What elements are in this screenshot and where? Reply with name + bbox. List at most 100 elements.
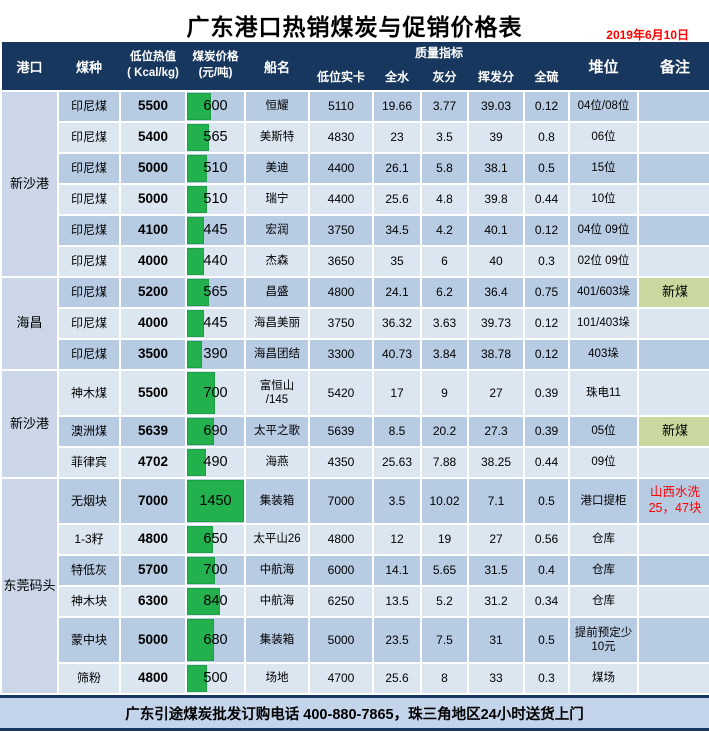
sulfur-cell: 0.39: [525, 417, 568, 446]
heat-value-cell: 3500: [121, 340, 185, 369]
moisture-cell: 26.1: [374, 154, 420, 183]
header-coal-price: 煤炭价格 (元/吨): [187, 42, 244, 90]
coal-type-cell: 印尼煤: [59, 247, 119, 276]
price-cell: 445: [187, 309, 244, 338]
ash-cell: 5.8: [422, 154, 467, 183]
remark-cell: 山西水洗 25，47块: [639, 479, 709, 523]
volatile-cell: 27: [469, 371, 523, 415]
price-value: 680: [203, 631, 228, 648]
header-heat-value-line2: ( Kcal/kg): [127, 67, 179, 79]
moisture-cell: 40.73: [374, 340, 420, 369]
ship-name-cell: 海燕: [246, 448, 308, 477]
ship-name-cell: 宏润: [246, 216, 308, 245]
remark-cell: [639, 587, 709, 616]
actual-kcal-cell: 6250: [310, 587, 372, 616]
price-cell: 510: [187, 154, 244, 183]
moisture-cell: 14.1: [374, 556, 420, 585]
price-bar: [187, 665, 207, 692]
port-section: 海昌 印尼煤 5200 565 昌盛 4800 24.1 6.2 36.4 0.75 401/603…: [2, 278, 709, 369]
remark-cell: [639, 448, 709, 477]
actual-kcal-cell: 4400: [310, 154, 372, 183]
heat-value-cell: 7000: [121, 479, 185, 523]
remark-cell: [639, 556, 709, 585]
stack-cell: 06位: [570, 123, 637, 152]
moisture-cell: 25.63: [374, 448, 420, 477]
port-section: 新沙港 印尼煤 5500 600 恒耀 5110 19.66 3.77 39.03 0.12 04位…: [2, 92, 709, 276]
ash-cell: 10.02: [422, 479, 467, 523]
stack-cell: 09位: [570, 448, 637, 477]
price-value: 600: [203, 98, 228, 115]
stack-cell: 101/403垛: [570, 309, 637, 338]
header-heat-value: 低位热值 ( Kcal/kg): [121, 42, 185, 90]
remark-cell: [639, 154, 709, 183]
volatile-cell: 27: [469, 525, 523, 554]
volatile-cell: 38.1: [469, 154, 523, 183]
sulfur-cell: 0.4: [525, 556, 568, 585]
ship-name-cell: 集装箱: [246, 618, 308, 662]
stack-cell: 仓库: [570, 525, 637, 554]
sulfur-cell: 0.44: [525, 448, 568, 477]
price-bar: [187, 279, 210, 306]
ship-name-cell: 太平山26: [246, 525, 308, 554]
moisture-cell: 34.5: [374, 216, 420, 245]
heat-value-cell: 4800: [121, 525, 185, 554]
port-cell: 东莞码头: [2, 479, 57, 693]
coal-type-cell: 神木块: [59, 587, 119, 616]
sulfur-cell: 0.5: [525, 618, 568, 662]
coal-type-cell: 印尼煤: [59, 216, 119, 245]
ship-name-cell: 美迪: [246, 154, 308, 183]
coal-type-cell: 1-3籽: [59, 525, 119, 554]
price-bar: [187, 449, 207, 476]
ship-name-cell: 海昌团结: [246, 340, 308, 369]
volatile-cell: 27.3: [469, 417, 523, 446]
sulfur-cell: 0.39: [525, 371, 568, 415]
remark-cell: [639, 618, 709, 662]
heat-value-cell: 4000: [121, 247, 185, 276]
moisture-cell: 23: [374, 123, 420, 152]
price-cell: 840: [187, 587, 244, 616]
price-cell: 565: [187, 123, 244, 152]
table-header: 港口 煤种 低位热值 ( Kcal/kg) 煤炭价格 (元/吨) 船名 质量指标…: [2, 42, 709, 90]
ash-cell: 6.2: [422, 278, 467, 307]
price-bar: [187, 124, 210, 151]
stack-cell: 05位: [570, 417, 637, 446]
price-bar: [187, 619, 214, 661]
price-cell: 680: [187, 618, 244, 662]
price-value: 565: [203, 284, 228, 301]
stack-cell: 403垛: [570, 340, 637, 369]
stack-cell: 04位 09位: [570, 216, 637, 245]
price-value: 440: [203, 253, 228, 270]
actual-kcal-cell: 4830: [310, 123, 372, 152]
price-bar: [187, 93, 211, 120]
heat-value-cell: 4100: [121, 216, 185, 245]
heat-value-cell: 5500: [121, 92, 185, 121]
coal-type-cell: 印尼煤: [59, 123, 119, 152]
actual-kcal-cell: 4400: [310, 185, 372, 214]
actual-kcal-cell: 4800: [310, 278, 372, 307]
price-cell: 390: [187, 340, 244, 369]
actual-kcal-cell: 4350: [310, 448, 372, 477]
actual-kcal-cell: 3650: [310, 247, 372, 276]
volatile-cell: 40.1: [469, 216, 523, 245]
ash-cell: 4.8: [422, 185, 467, 214]
ash-cell: 5.2: [422, 587, 467, 616]
moisture-cell: 17: [374, 371, 420, 415]
price-bar: [187, 480, 244, 522]
volatile-cell: 36.4: [469, 278, 523, 307]
ash-cell: 3.77: [422, 92, 467, 121]
ship-name-cell: 美斯特: [246, 123, 308, 152]
price-value: 510: [203, 160, 228, 177]
moisture-cell: 36.32: [374, 309, 420, 338]
actual-kcal-cell: 5000: [310, 618, 372, 662]
stack-cell: 04位/08位: [570, 92, 637, 121]
price-cell: 1450: [187, 479, 244, 523]
coal-type-cell: 澳洲煤: [59, 417, 119, 446]
price-cell: 500: [187, 664, 244, 693]
stack-cell: 提前预定少 10元: [570, 618, 637, 662]
heat-value-cell: 5000: [121, 154, 185, 183]
sulfur-cell: 0.12: [525, 340, 568, 369]
ship-name-cell: 富恒山 /145: [246, 371, 308, 415]
ash-cell: 4.2: [422, 216, 467, 245]
actual-kcal-cell: 4700: [310, 664, 372, 693]
price-bar: [187, 186, 208, 213]
